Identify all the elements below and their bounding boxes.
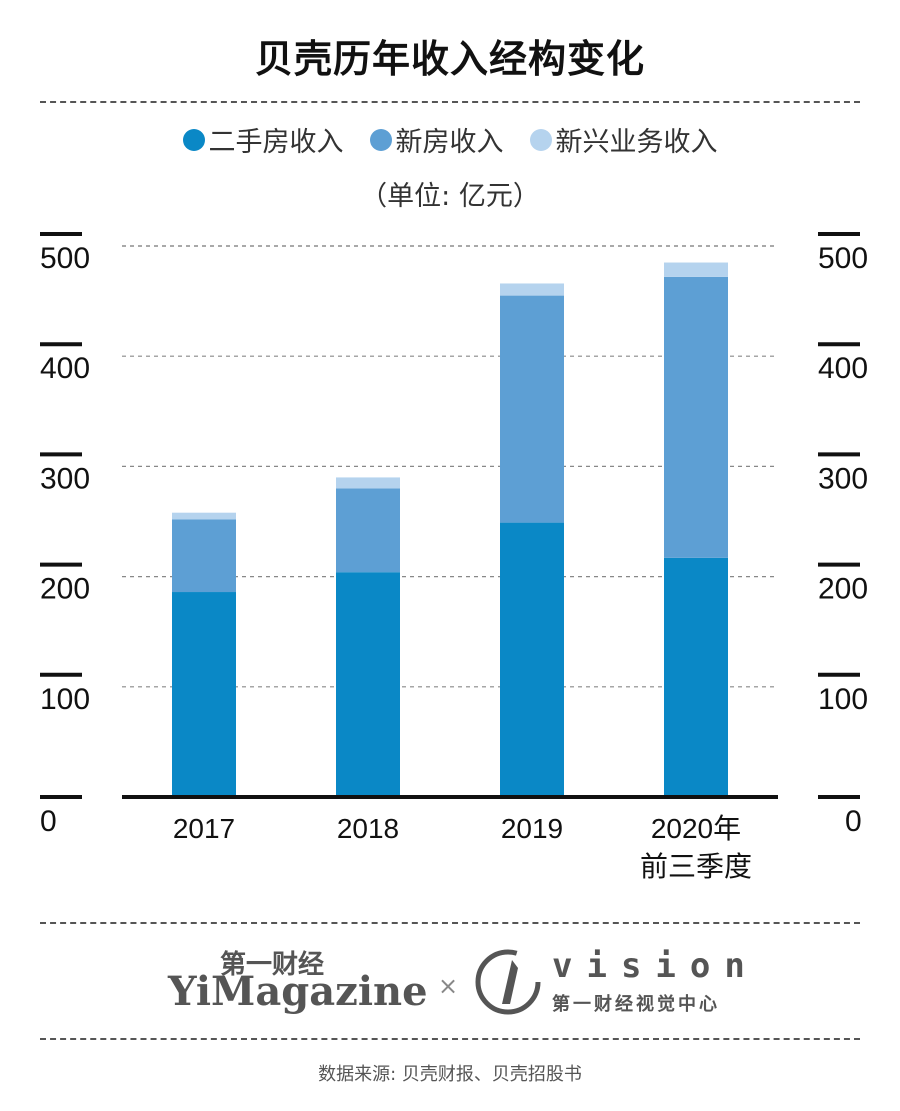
tick-label-right-200: 200: [818, 573, 868, 606]
category-label-2-1: 2018: [337, 813, 399, 844]
legend: 二手房收入 新房收入 新兴业务收入: [0, 120, 900, 159]
bar-3-1: [172, 512, 236, 520]
tick-label-right-100: 100: [818, 683, 868, 716]
data-source: 数据来源: 贝壳财报、贝壳招股书: [318, 1064, 582, 1085]
legend-dot-emerging: [529, 128, 552, 151]
tick-label-left-500: 500: [40, 242, 90, 275]
category-label-3-1: 2019: [501, 813, 563, 844]
tick-label-right-300: 300: [818, 462, 868, 495]
unit-label: （单位: 亿元）: [360, 181, 540, 212]
vision-wordmark: vision: [552, 946, 759, 986]
bar-2-2: [336, 488, 400, 573]
bar-3-4: [664, 262, 728, 277]
legend-dot-second-hand: [182, 128, 205, 151]
vision-logo-icon: [475, 949, 541, 1015]
bar-2-1: [172, 519, 236, 593]
bar-2-3: [500, 295, 564, 523]
bar-chart: 0 0 100 100 200 200 300 300 400 400 500 500 2017 2018…: [40, 232, 868, 882]
tick-label-left-100: 100: [40, 683, 90, 716]
category-label-4-1: 2020年: [651, 813, 741, 844]
bar-1-3: [500, 522, 564, 797]
bar-1-1: [172, 592, 236, 797]
tick-label-right-500: 500: [818, 242, 868, 275]
footer-divider-bottom: [40, 1038, 860, 1040]
category-label-4-2: 前三季度: [640, 851, 752, 882]
tick-label-left-0: 0: [40, 805, 57, 838]
vision-cn-text: 第一财经视觉中心: [552, 994, 720, 1015]
bar-3-3: [500, 283, 564, 296]
category-label-1-1: 2017: [173, 813, 235, 844]
legend-label-new-home: 新房收入: [395, 127, 504, 158]
tick-label-right-400: 400: [818, 352, 868, 385]
brand-separator: ×: [438, 972, 459, 1000]
brand-cn-text: 第一财经: [220, 950, 325, 980]
bar-1-2: [336, 572, 400, 797]
tick-label-right-0: 0: [845, 805, 862, 838]
tick-label-left-400: 400: [40, 352, 90, 385]
legend-dot-new-home: [369, 128, 392, 151]
bar-1-4: [664, 557, 728, 797]
top-divider: [40, 101, 860, 103]
legend-item-emerging: 新兴业务收入: [529, 120, 718, 159]
bar-3-2: [336, 477, 400, 489]
bar-2-4: [664, 276, 728, 558]
footer-divider-top: [40, 922, 860, 924]
brand-logo-yimagazine: YiMagazine: [168, 968, 428, 1015]
legend-label-emerging: 新兴业务收入: [555, 127, 718, 158]
tick-label-left-300: 300: [40, 462, 90, 495]
chart-title: 贝壳历年收入经构变化: [254, 37, 645, 81]
tick-label-left-200: 200: [40, 573, 90, 606]
legend-label-second-hand: 二手房收入: [208, 127, 344, 158]
legend-item-new-home: 新房收入: [369, 120, 504, 159]
legend-item-second-hand: 二手房收入: [182, 120, 344, 159]
